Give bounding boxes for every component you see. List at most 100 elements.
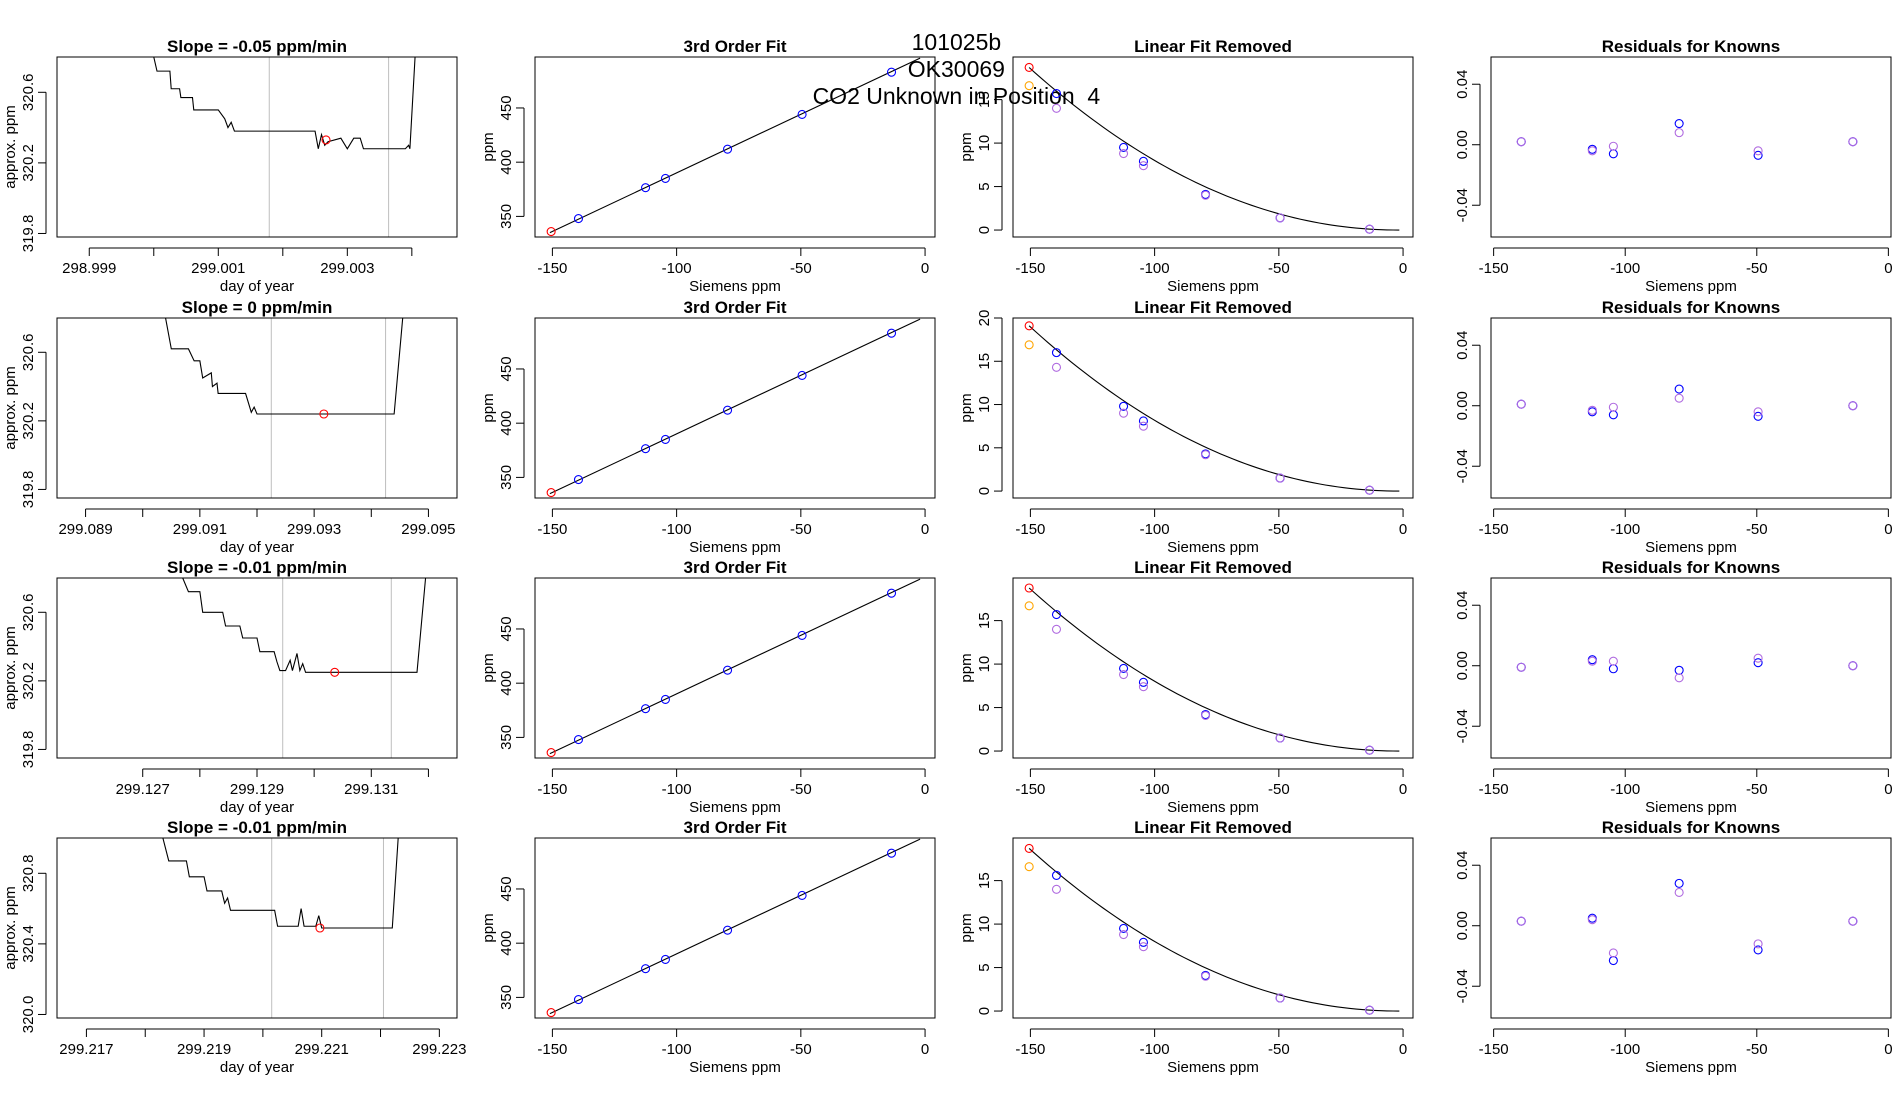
run-description: CO2 Unknown in Position 4 [812, 83, 1101, 109]
x-tick-label: 299.131 [344, 781, 398, 798]
chart-panel-r2-c1: 299.089 299.091 299.093 299.095 319.8 320.2 32… [2, 298, 458, 556]
chart-title: 3rd Order Fit [684, 298, 787, 317]
x-axis-label: day of year [220, 1059, 294, 1076]
y-axis-label: ppm [958, 653, 975, 682]
y-tick-label: 0.04 [1454, 331, 1471, 360]
x-axis-label: Siemens ppm [1167, 539, 1259, 556]
y-tick-label: 5 [976, 703, 993, 711]
y-tick-label: 0.04 [1454, 70, 1471, 99]
y-tick-label: 319.8 [20, 731, 37, 769]
fit-curve [549, 318, 921, 495]
plot-frame [56, 837, 458, 1019]
data-point [1024, 321, 1034, 331]
plot-frame [1490, 837, 1892, 1019]
data-point [546, 488, 556, 498]
data-point [722, 144, 733, 154]
y-axis-label: ppm [958, 913, 975, 942]
trace-line [162, 838, 399, 929]
data-point [1138, 937, 1148, 947]
chart-title: Linear Fit Removed [1134, 558, 1292, 577]
data-point [1275, 473, 1285, 483]
x-tick-label: -50 [1268, 521, 1290, 538]
data-point [1024, 340, 1034, 350]
data-point [1119, 142, 1129, 152]
fit-curve [549, 578, 921, 755]
data-point [1587, 915, 1597, 925]
data-point [1024, 583, 1034, 593]
x-tick-label: -50 [1746, 781, 1768, 798]
y-tick-label: 320.4 [20, 925, 37, 963]
data-point [1138, 156, 1148, 166]
data-point [1674, 384, 1684, 394]
x-tick-label: -100 [1140, 781, 1170, 798]
x-tick-label: 299.221 [295, 1041, 349, 1058]
data-point [1674, 878, 1684, 888]
y-tick-label: 0.00 [1454, 391, 1471, 420]
y-tick-label: 320.2 [20, 662, 37, 700]
y-tick-label: 319.8 [20, 215, 37, 253]
y-axis-label: ppm [480, 913, 497, 942]
data-point [1753, 411, 1763, 421]
data-point [1200, 190, 1211, 200]
chart-title: Slope = 0 ppm/min [182, 298, 333, 317]
plot-frame [56, 56, 458, 238]
x-tick-label: -50 [1746, 521, 1768, 538]
data-point [641, 183, 651, 193]
x-tick-label: 0 [921, 521, 929, 538]
chart-title: 3rd Order Fit [684, 37, 787, 56]
data-point [1051, 348, 1062, 358]
data-point [1138, 942, 1148, 952]
data-point [1587, 405, 1597, 415]
plot-frame [56, 317, 458, 499]
x-tick-label: 299.095 [401, 521, 455, 538]
data-point [1119, 669, 1129, 680]
x-tick-label: -50 [790, 521, 812, 538]
x-tick-label: -100 [662, 781, 692, 798]
y-axis-label: ppm [480, 393, 497, 422]
plot-frame [1012, 56, 1414, 238]
y-tick-label: 0.04 [1454, 851, 1471, 880]
y-axis-label: approx. ppm [2, 105, 19, 188]
data-point [1674, 665, 1684, 675]
x-tick-label: -100 [662, 260, 692, 277]
y-axis-label: ppm [480, 653, 497, 682]
x-axis-label: day of year [220, 799, 294, 816]
data-point [886, 67, 897, 77]
data-point [886, 588, 897, 598]
data-point [546, 1008, 556, 1018]
data-point [1051, 884, 1062, 894]
x-tick-label: 299.091 [173, 521, 227, 538]
x-tick-label: -100 [662, 1041, 692, 1058]
data-point [1275, 993, 1285, 1003]
y-tick-label: 0 [976, 747, 993, 755]
y-tick-label: 0 [976, 1007, 993, 1015]
chart-panel-r3-c1: 299.127 299.129 299.131 319.8 320.2 320.6 Slop… [2, 558, 458, 816]
data-point [1051, 870, 1062, 880]
x-tick-label: -50 [1746, 1041, 1768, 1058]
x-tick-label: -100 [1610, 521, 1640, 538]
x-tick-label: -100 [662, 521, 692, 538]
chart-panel-r1-c2: -150 -100 -50 0 350 400 450 3rd Order Fit Siemen… [480, 37, 936, 295]
y-tick-label: 0.00 [1454, 911, 1471, 940]
y-tick-label: 15 [976, 872, 993, 889]
x-axis-label: day of year [220, 539, 294, 556]
y-tick-label: 0.00 [1454, 651, 1471, 680]
x-tick-label: -150 [1015, 521, 1045, 538]
data-point [660, 954, 670, 964]
page-title: 101025b OK30069 CO2 Unknown in Position … [0, 2, 1900, 110]
data-point [1138, 421, 1148, 431]
data-point [1608, 948, 1618, 958]
x-tick-label: -150 [1015, 260, 1045, 277]
chart-title: Residuals for Knowns [1602, 558, 1781, 577]
data-point [1608, 141, 1618, 151]
x-tick-label: 299.219 [177, 1041, 231, 1058]
y-axis-label: ppm [958, 393, 975, 422]
data-point [1848, 661, 1858, 671]
x-tick-label: 0 [1884, 521, 1892, 538]
chart-title: Linear Fit Removed [1134, 298, 1292, 317]
y-tick-label: -0.04 [1454, 969, 1471, 1003]
x-tick-label: 0 [1399, 781, 1407, 798]
y-axis-label: ppm [958, 132, 975, 161]
data-point [660, 173, 670, 183]
